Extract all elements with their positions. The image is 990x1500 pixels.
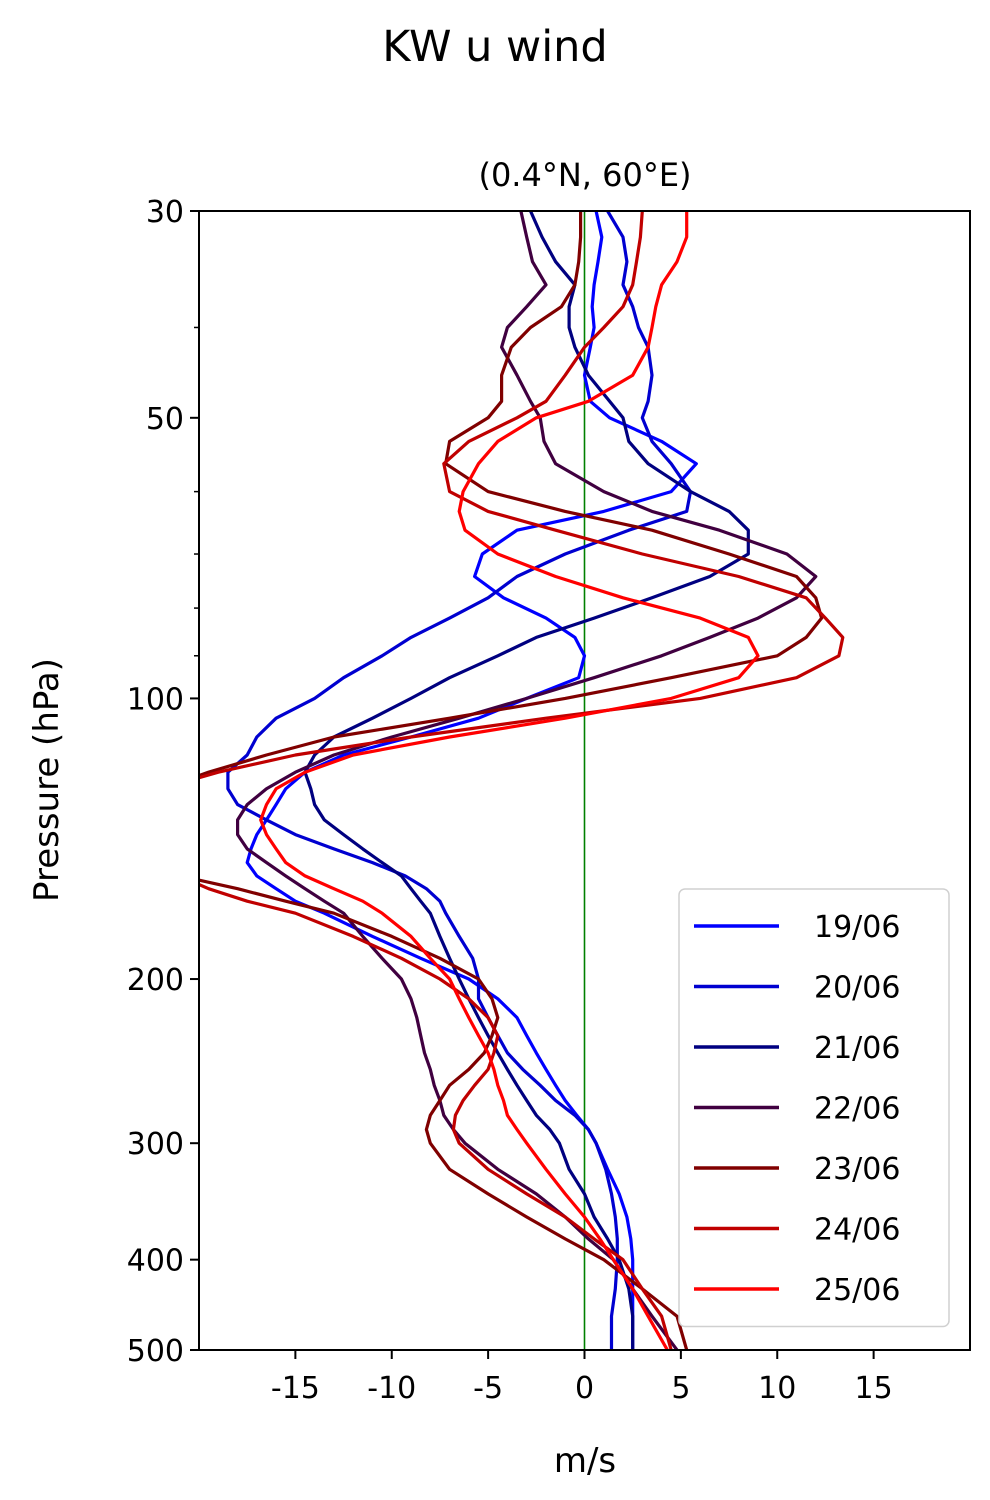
series-line <box>236 211 818 1350</box>
series-line <box>259 211 760 1350</box>
legend-label: 23/06 <box>814 1152 900 1187</box>
series-line <box>199 211 845 1350</box>
x-tick-label: -5 <box>473 1371 503 1406</box>
x-tick-label: -10 <box>367 1371 416 1406</box>
x-tick-label: -15 <box>271 1371 320 1406</box>
x-tick-label: 5 <box>671 1371 690 1406</box>
legend-label: 24/06 <box>814 1213 900 1248</box>
series-line <box>245 211 698 1350</box>
chart-title: (0.4°N, 60°E) <box>478 156 691 194</box>
y-tick-label: 30 <box>146 195 184 230</box>
series-line <box>199 211 824 1350</box>
x-axis-label: m/s <box>554 1441 616 1481</box>
figure-title: KW u wind <box>382 22 608 72</box>
legend-label: 21/06 <box>814 1031 900 1066</box>
legend-label: 19/06 <box>814 910 900 945</box>
legend-label: 22/06 <box>814 1092 900 1127</box>
y-tick-label: 300 <box>127 1127 184 1162</box>
y-tick-label: 200 <box>127 963 184 998</box>
y-tick-label: 500 <box>127 1334 184 1369</box>
x-tick-label: 15 <box>855 1371 893 1406</box>
series-layer <box>199 211 845 1350</box>
legend-box <box>678 888 950 1328</box>
legend: 19/06 20/06 21/06 22/06 23/06 24/06 25/06 <box>678 888 950 1328</box>
y-tick-label: 100 <box>127 682 184 717</box>
legend-label: 20/06 <box>814 971 900 1006</box>
x-tick-label: 0 <box>575 1371 594 1406</box>
plot-frame <box>198 210 971 1351</box>
legend-label: 25/06 <box>814 1273 900 1308</box>
x-tick-label: 10 <box>758 1371 796 1406</box>
y-axis-label: Pressure (hPa) <box>27 658 67 902</box>
y-tick-label: 400 <box>127 1244 184 1279</box>
series-line <box>303 211 750 1350</box>
axes: -15 -10 -5 0 5 10 15 30 50 100 200 300 400 500 <box>127 195 893 1406</box>
y-tick-label: 50 <box>146 402 184 437</box>
series-line <box>226 211 693 1350</box>
